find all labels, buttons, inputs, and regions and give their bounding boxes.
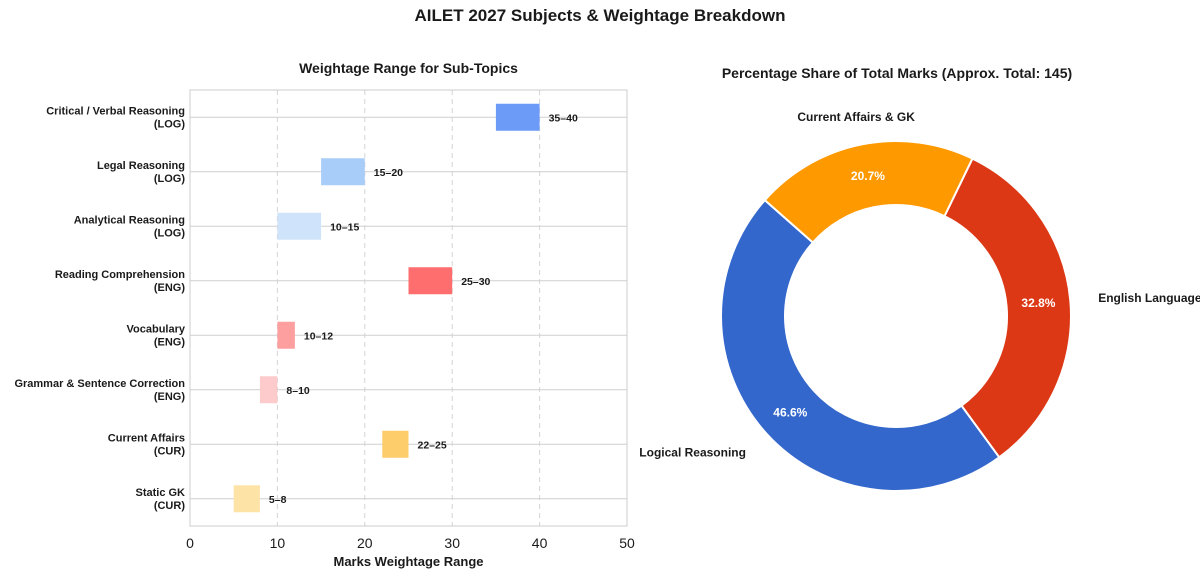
y-tick-label: Analytical Reasoning (LOG) (74, 214, 186, 239)
y-tick-label-line: (ENG) (154, 391, 186, 403)
range-bar (408, 267, 453, 295)
y-tick-label-line: (CUR) (154, 500, 185, 512)
weightage-range-chart: Weightage Range for Sub-Topics 35–40 Criti… (14, 60, 635, 569)
x-tick-label: 30 (444, 535, 460, 551)
range-bar (277, 321, 295, 349)
y-tick-label-line: (ENG) (154, 282, 186, 294)
slice-name-label: English Language (1098, 291, 1200, 305)
y-tick-label-line: (LOG) (154, 227, 185, 239)
range-value-label: 8–10 (286, 385, 310, 397)
y-tick-label: Vocabulary (ENG) (127, 323, 186, 348)
x-tick-label: 20 (357, 535, 373, 551)
y-tick-label-line: Legal Reasoning (97, 160, 185, 172)
range-bar (321, 158, 365, 186)
y-tick-label: Static GK (CUR) (135, 487, 185, 512)
y-tick-label: Critical / Verbal Reasoning (LOG) (46, 105, 185, 130)
range-value-label: 25–30 (461, 276, 490, 288)
x-tick-label: 50 (619, 535, 635, 551)
y-tick-label: Legal Reasoning (LOG) (97, 160, 185, 185)
slice-percent-label: 46.6% (773, 405, 807, 419)
range-bar (233, 485, 260, 513)
main-title: AILET 2027 Subjects & Weightage Breakdow… (414, 6, 786, 25)
x-tick-label: 0 (186, 535, 194, 551)
y-tick-label-line: Static GK (135, 487, 185, 499)
donut-chart-title: Percentage Share of Total Marks (Approx.… (722, 65, 1072, 81)
donut-slice (720, 198, 1001, 492)
donut-slice (763, 140, 974, 244)
range-bar (277, 212, 322, 240)
range-value-label: 15–20 (374, 167, 403, 179)
range-value-label: 22–25 (418, 439, 447, 451)
slice-percent-label: 20.7% (851, 169, 885, 183)
y-tick-label-line: (CUR) (154, 445, 185, 457)
y-tick-label-line: Vocabulary (127, 323, 186, 335)
y-tick-label-line: (LOG) (154, 173, 185, 185)
y-tick-label-line: (LOG) (154, 118, 185, 130)
y-tick-label: Grammar & Sentence Correction (ENG) (14, 378, 185, 403)
range-value-label: 5–8 (269, 494, 287, 506)
slice-percent-label: 32.8% (1021, 296, 1055, 310)
y-tick-label-line: Reading Comprehension (55, 269, 185, 281)
donut-slice (943, 157, 1072, 459)
range-bar (259, 376, 278, 404)
range-value-label: 35–40 (549, 112, 578, 124)
marks-share-donut-chart: Percentage Share of Total Marks (Approx.… (640, 65, 1200, 492)
y-tick-label-line: (ENG) (154, 336, 186, 348)
x-tick-label: 40 (532, 535, 548, 551)
range-bar (382, 430, 409, 458)
x-tick-label: 10 (270, 535, 286, 551)
range-value-label: 10–12 (304, 330, 333, 342)
x-axis-label: Marks Weightage Range (333, 554, 483, 569)
range-bar (495, 103, 540, 131)
y-tick-label: Current Affairs (CUR) (108, 432, 186, 457)
plot-frame (189, 89, 628, 527)
slice-name-label: Logical Reasoning (640, 446, 746, 460)
slice-name-label: Current Affairs & GK (797, 110, 915, 124)
range-chart-title: Weightage Range for Sub-Topics (299, 60, 518, 76)
y-tick-label-line: Current Affairs (108, 432, 185, 444)
y-tick-label-line: Grammar & Sentence Correction (14, 378, 185, 390)
y-tick-label: Reading Comprehension (ENG) (55, 269, 186, 294)
range-value-label: 10–15 (330, 221, 359, 233)
y-tick-label-line: Analytical Reasoning (74, 214, 185, 226)
y-tick-label-line: Critical / Verbal Reasoning (46, 105, 185, 117)
